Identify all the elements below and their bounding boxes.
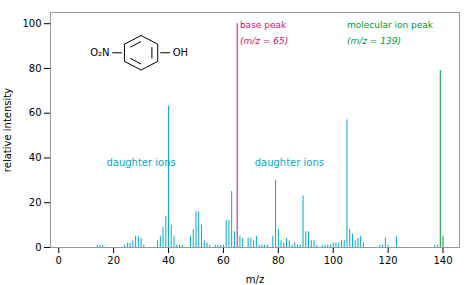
svg-text:(m/z = 65): (m/z = 65) [240, 36, 288, 46]
svg-text:O₂N: O₂N [90, 47, 109, 58]
svg-text:daughter ions: daughter ions [255, 157, 324, 168]
svg-text:100: 100 [22, 18, 41, 29]
svg-text:OH: OH [173, 47, 188, 58]
svg-text:molecular ion peak: molecular ion peak [347, 20, 434, 30]
svg-text:120: 120 [379, 255, 398, 266]
svg-text:(m/z = 139): (m/z = 139) [347, 36, 401, 46]
svg-text:20: 20 [107, 255, 120, 266]
svg-text:60: 60 [217, 255, 230, 266]
svg-text:20: 20 [29, 197, 42, 208]
svg-text:140: 140 [433, 255, 452, 266]
svg-text:0: 0 [56, 255, 62, 266]
svg-text:80: 80 [272, 255, 285, 266]
svg-text:100: 100 [324, 255, 343, 266]
svg-text:m/z: m/z [246, 274, 264, 285]
svg-text:base peak: base peak [240, 20, 287, 30]
svg-text:60: 60 [29, 107, 42, 118]
svg-text:daughter ions: daughter ions [106, 157, 175, 168]
svg-text:relative intensity: relative intensity [2, 88, 13, 172]
svg-text:0: 0 [35, 242, 41, 253]
svg-text:40: 40 [29, 152, 42, 163]
svg-text:80: 80 [29, 63, 42, 74]
svg-text:40: 40 [162, 255, 175, 266]
